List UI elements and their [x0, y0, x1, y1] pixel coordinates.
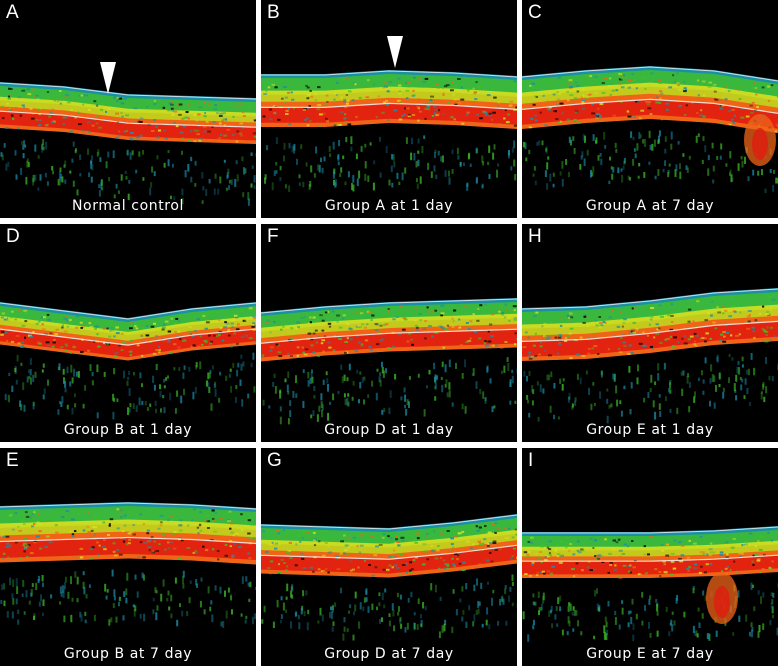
choroidal-dip-core — [752, 128, 768, 160]
panel-letter: B — [267, 2, 280, 23]
panel-letter: G — [267, 450, 282, 471]
panel-d: D Group B at 1 day — [0, 224, 256, 442]
panel-b: B Group A at 1 day — [261, 0, 517, 218]
retina-speckle — [523, 531, 778, 579]
oct-scan-image — [261, 514, 517, 641]
panel-letter: A — [6, 2, 19, 23]
rpe-band — [261, 103, 517, 125]
panel-e: E Group B at 7 day — [0, 448, 256, 666]
panel-c: C Group A at 7 day — [522, 0, 778, 218]
ilm-line — [261, 70, 517, 78]
panel-a: A Normal control — [0, 0, 256, 218]
panel-letter: F — [267, 226, 279, 247]
arrowhead-marker — [387, 36, 403, 68]
choroid-speckle — [264, 135, 517, 192]
panel-g: G Group D at 7 day — [261, 448, 517, 666]
middle-retina-band — [522, 304, 778, 342]
oct-scan-image — [261, 36, 517, 192]
panel-letter: D — [6, 226, 20, 247]
outer-retina-band — [0, 324, 256, 361]
panel-caption: Group B at 1 day — [63, 422, 193, 438]
panel-caption: Group A at 7 day — [585, 198, 715, 214]
oct-scan-image — [522, 288, 778, 424]
ilm-line — [522, 288, 778, 310]
outer-boundary-line — [261, 328, 517, 344]
retina-speckle — [0, 87, 256, 143]
inner-retina-band — [0, 306, 256, 336]
choroid-speckle — [522, 130, 778, 194]
oct-scan-image — [0, 302, 256, 420]
panel-caption: Normal control — [71, 198, 185, 214]
outer-boundary-line — [522, 320, 778, 342]
ilm-line — [0, 82, 256, 100]
inner-retina-band — [0, 86, 256, 117]
rpe-band — [261, 329, 517, 358]
rpe-band — [522, 555, 778, 575]
oct-scan-image — [261, 298, 517, 425]
outer-boundary-line — [522, 98, 778, 114]
rpe-band — [522, 321, 778, 357]
choroid-speckle — [262, 357, 517, 425]
ilm-line — [522, 66, 778, 82]
outer-boundary-line — [0, 536, 256, 545]
ilm-line — [261, 298, 517, 314]
choroid-speckle — [522, 582, 778, 642]
choroid-speckle — [261, 574, 517, 641]
oct-scan-image — [0, 62, 256, 206]
panel-caption: Group A at 1 day — [324, 198, 454, 214]
ilm-line — [0, 302, 256, 320]
panel-i: I Group E at 7 day — [522, 448, 778, 666]
retina-speckle — [261, 303, 517, 360]
panel-f: F Group D at 1 day — [261, 224, 517, 442]
panel-letter: E — [6, 450, 19, 471]
oct-scan-image — [522, 66, 778, 194]
panel-caption: Group B at 7 day — [63, 646, 193, 662]
rpe-band — [0, 537, 256, 560]
oct-scan-image — [0, 502, 256, 628]
panel-caption: Group E at 7 day — [586, 646, 714, 662]
panel-letter: H — [528, 226, 542, 247]
choroid-speckle — [523, 353, 778, 424]
ilm-line — [522, 526, 778, 534]
choroid-speckle — [0, 139, 256, 206]
panel-h: H Group E at 1 day — [522, 224, 778, 442]
oct-scan-image — [522, 526, 778, 642]
panel-caption: Group E at 1 day — [586, 422, 714, 438]
arrowhead-marker — [100, 62, 116, 94]
retina-speckle — [262, 76, 517, 128]
panel-letter: C — [528, 2, 542, 23]
choroid-speckle — [0, 569, 256, 628]
outer-boundary-line — [261, 102, 517, 110]
choroid-speckle — [4, 352, 256, 420]
panel-caption: Group D at 1 day — [324, 422, 454, 438]
ilm-line — [261, 514, 517, 530]
middle-retina-band — [0, 315, 256, 346]
middle-retina-band — [0, 96, 256, 128]
outer-boundary-line — [0, 328, 256, 346]
outer-boundary-line — [261, 544, 517, 560]
outer-boundary-line — [522, 554, 778, 562]
retina-speckle — [523, 72, 778, 133]
panel-letter: I — [528, 450, 534, 471]
ilm-line — [0, 502, 256, 510]
inner-retina-band — [522, 292, 778, 329]
retina-speckle — [262, 520, 517, 577]
choroidal-dip-core — [714, 586, 730, 618]
outer-boundary-line — [0, 110, 256, 128]
retina-speckle — [522, 294, 778, 360]
panel-caption: Group D at 7 day — [324, 646, 454, 662]
